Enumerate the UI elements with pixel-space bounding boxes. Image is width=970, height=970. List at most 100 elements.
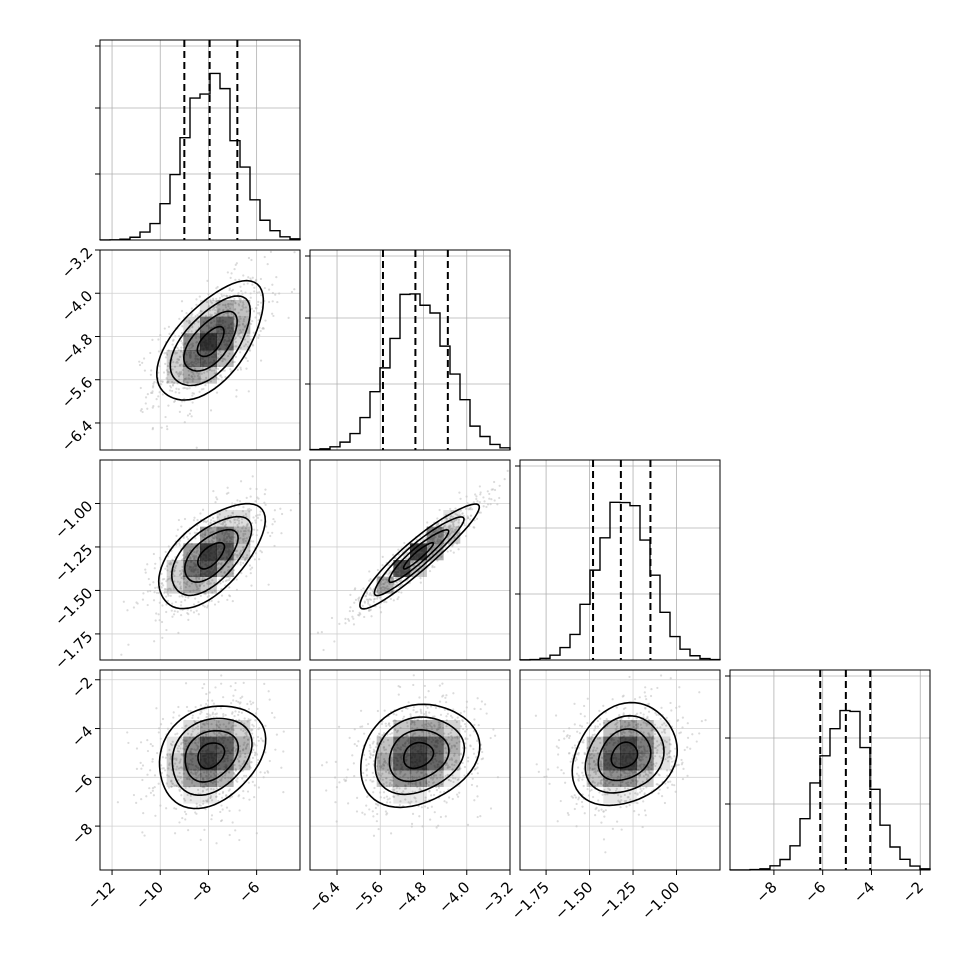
sample-point (230, 272, 232, 274)
sample-point (240, 480, 242, 482)
sample-point (473, 526, 475, 528)
sample-point (364, 813, 366, 815)
sample-point (351, 616, 353, 618)
sample-point (150, 374, 152, 376)
sample-point (214, 686, 216, 688)
sample-point (221, 819, 223, 821)
sample-point (419, 577, 421, 579)
sample-point (127, 644, 129, 646)
sample-point (445, 694, 447, 696)
sample-point (490, 807, 492, 809)
sample-point (473, 799, 475, 801)
sample-point (418, 696, 420, 698)
sample-point (158, 613, 160, 615)
sample-point (135, 601, 137, 603)
sample-point (117, 801, 119, 803)
sample-point (490, 737, 492, 739)
y-tick-label: −1.50 (51, 584, 96, 629)
sample-point (375, 803, 377, 805)
sample-point (675, 791, 677, 793)
sample-point (250, 572, 252, 574)
sample-point (248, 708, 250, 710)
sample-point (424, 696, 426, 698)
sample-point (210, 409, 212, 411)
sample-point (431, 565, 433, 567)
sample-point (161, 427, 163, 429)
sample-point (354, 588, 356, 590)
sample-point (490, 498, 492, 500)
sample-point (259, 771, 261, 773)
sample-point (645, 698, 647, 700)
sample-point (252, 781, 254, 783)
sample-point (347, 768, 349, 770)
sample-point (482, 496, 484, 498)
sample-point (234, 829, 236, 831)
sample-point (250, 585, 252, 587)
sample-point (230, 685, 232, 687)
sample-point (175, 808, 177, 810)
sample-point (173, 613, 175, 615)
sample-point (367, 723, 369, 725)
sample-point (136, 747, 138, 749)
sample-point (336, 786, 338, 788)
sample-point (257, 337, 259, 339)
sample-point (612, 698, 614, 700)
sample-point (466, 495, 468, 497)
sample-point (496, 503, 498, 505)
sample-point (372, 810, 374, 812)
sample-point (248, 799, 250, 801)
scatter-panel-3-1 (304, 670, 521, 870)
sample-point (267, 263, 269, 265)
sample-point (189, 413, 191, 415)
sample-point (281, 513, 283, 515)
sample-point (347, 802, 349, 804)
sample-point (274, 509, 276, 511)
sample-point (152, 428, 154, 430)
sample-point (200, 704, 202, 706)
sample-point (390, 598, 392, 600)
scatter-panel-2-0: −1.75−1.50−1.25−1.00 (51, 460, 301, 673)
sample-point (356, 745, 358, 747)
sample-point (385, 601, 387, 603)
sample-point (147, 604, 149, 606)
sample-point (353, 602, 355, 604)
sample-point (150, 743, 152, 745)
sample-point (456, 793, 458, 795)
sample-point (255, 552, 257, 554)
sample-point (378, 828, 380, 830)
sample-point (428, 690, 430, 692)
sample-point (260, 359, 262, 361)
sample-point (239, 367, 241, 369)
y-tick-label: −8 (68, 820, 96, 848)
sample-point (477, 816, 479, 818)
sample-point (373, 835, 375, 837)
sample-point (379, 606, 381, 608)
sample-point (168, 545, 170, 547)
sample-point (512, 728, 514, 730)
sample-point (153, 794, 155, 796)
sample-point (463, 710, 465, 712)
sample-point (680, 759, 682, 761)
panel-frame (310, 250, 510, 450)
y-tick-label: −3.2 (58, 244, 96, 282)
sample-point (190, 609, 192, 611)
sample-point (444, 697, 446, 699)
sample-point (273, 545, 275, 547)
sample-point (504, 478, 506, 480)
sample-point (346, 776, 348, 778)
sample-point (353, 762, 355, 764)
sample-point (168, 326, 170, 328)
sample-point (418, 815, 420, 817)
y-tick-label: −5.6 (58, 373, 96, 411)
sample-point (264, 256, 266, 258)
sample-point (467, 824, 469, 826)
sample-point (408, 701, 410, 703)
sample-point (413, 674, 415, 676)
sample-point (488, 498, 490, 500)
histogram-step (310, 294, 510, 450)
sample-point (206, 280, 208, 282)
sample-point (439, 701, 441, 703)
sample-point (249, 568, 251, 570)
sample-point (471, 773, 473, 775)
